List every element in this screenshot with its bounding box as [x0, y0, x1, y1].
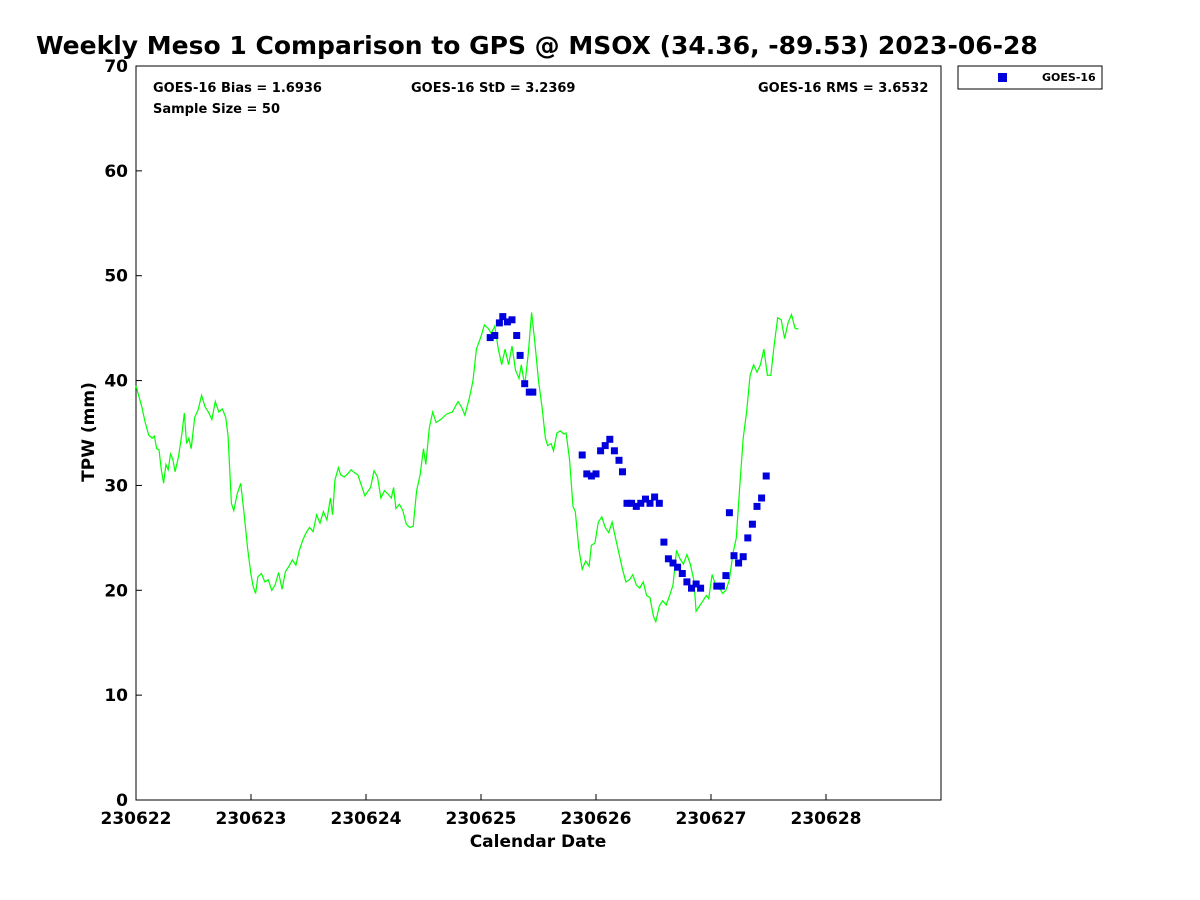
goes-point: [642, 495, 649, 503]
gps-line: [135, 312, 799, 624]
goes-point: [697, 584, 705, 592]
goes-point: [521, 380, 529, 388]
goes-point: [587, 472, 595, 480]
goes-point: [623, 499, 631, 507]
y-tick-label: 50: [104, 267, 128, 287]
goes-point: [529, 388, 537, 396]
goes-point: [692, 580, 700, 588]
stat-sample-size: Sample Size = 50: [153, 102, 280, 117]
x-tick-label: 230628: [791, 809, 862, 829]
y-tick-label: 30: [104, 476, 128, 496]
legend-box: [957, 65, 1103, 90]
stat-std: GOES-16 StD = 3.2369: [411, 81, 575, 96]
goes-point: [739, 553, 747, 561]
goes-point: [722, 572, 730, 580]
goes-point: [499, 313, 507, 321]
goes-point: [491, 332, 499, 339]
goes-point: [632, 502, 640, 510]
x-tick-label: 230622: [101, 809, 172, 829]
legend: GOES-16: [957, 65, 1103, 90]
goes-point: [713, 582, 721, 590]
y-tick-label: 60: [104, 162, 128, 182]
y-tick-label: 40: [104, 372, 128, 392]
goes-point: [730, 552, 738, 560]
goes-point: [637, 499, 645, 507]
goes-point: [597, 447, 605, 455]
x-axis-label: Calendar Date: [470, 832, 607, 852]
stat-bias: GOES-16 Bias = 1.6936: [153, 81, 322, 96]
goes-point: [735, 559, 743, 567]
goes-point: [503, 318, 511, 326]
goes-point: [688, 584, 695, 592]
goes-point: [669, 559, 677, 567]
x-axis-ticks: 230622 230623 230624 230625 230626 230627 2306…: [101, 794, 862, 829]
goes-point: [674, 563, 682, 571]
legend-label: GOES-16: [1042, 71, 1096, 84]
x-tick-label: 230624: [331, 809, 402, 829]
x-tick-label: 230625: [446, 809, 517, 829]
goes-point: [646, 499, 654, 507]
goes-point: [495, 319, 503, 327]
stat-rms: GOES-16 RMS = 3.6532: [758, 81, 928, 96]
goes-point: [655, 499, 663, 507]
chart-title: Weekly Meso 1 Comparison to GPS @ MSOX (…: [36, 31, 1038, 60]
goes-point: [578, 451, 586, 459]
goes-point: [606, 435, 614, 443]
goes-point: [628, 499, 636, 507]
goes-point: [513, 332, 521, 339]
y-tick-label: 20: [104, 581, 128, 601]
y-tick-label: 10: [104, 686, 128, 706]
goes-point: [601, 442, 609, 450]
goes-point: [758, 494, 766, 502]
plot-area: 0 10 20 30 40 50 60 70 230622 230623 230624 230625…: [101, 57, 942, 829]
goes-point: [486, 334, 494, 342]
goes-point: [717, 582, 725, 590]
legend-marker: [998, 73, 1007, 82]
y-axis-ticks: 0 10 20 30 40 50 60 70: [104, 57, 142, 811]
goes-point: [753, 502, 761, 510]
goes-point: [748, 520, 756, 528]
goes-point: [619, 468, 626, 476]
goes-point: [660, 538, 668, 546]
goes-point: [651, 493, 659, 501]
goes-point: [683, 578, 691, 586]
goes-point: [592, 470, 600, 478]
gps-series: [135, 312, 799, 624]
goes-point: [610, 447, 618, 455]
y-tick-label: 0: [116, 791, 128, 811]
y-tick-label: 70: [104, 57, 128, 77]
x-tick-label: 230627: [676, 809, 747, 829]
x-tick-label: 230623: [216, 809, 287, 829]
goes-point: [508, 316, 516, 324]
goes-point: [583, 470, 591, 478]
goes-point: [762, 472, 770, 480]
goes-series: [486, 313, 770, 592]
goes-point: [664, 555, 672, 563]
goes-point: [678, 570, 686, 577]
x-tick-label: 230626: [561, 809, 632, 829]
goes-point: [744, 534, 752, 542]
goes-point: [516, 351, 524, 359]
y-axis-label: TPW (mm): [79, 382, 99, 482]
plot-frame: [135, 65, 942, 801]
goes-point: [615, 456, 623, 464]
goes-point: [725, 509, 733, 517]
